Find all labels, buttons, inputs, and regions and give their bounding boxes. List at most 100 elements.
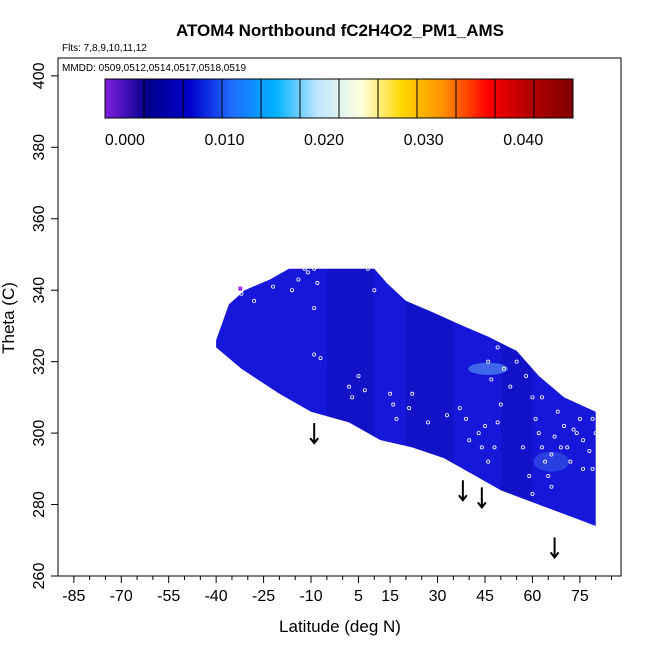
sample-point: [495, 345, 500, 350]
x-tick-label: 45: [476, 588, 494, 605]
sample-point: [501, 366, 506, 371]
sample-point: [426, 420, 431, 425]
sample-point: [362, 388, 367, 393]
sample-point: [312, 306, 317, 311]
sample-point: [514, 359, 519, 364]
colorbar-tick-label: 0.040: [503, 132, 543, 149]
x-tick-label: -70: [110, 588, 133, 605]
sample-point: [394, 416, 399, 421]
x-axis: -85 -70 -55 -40 -25 -10 5 15 30 45 60 75: [62, 576, 613, 605]
below-range-arrowhead: [309, 437, 319, 445]
below-range-arrowhead: [477, 501, 487, 510]
x-tick-label: -85: [62, 588, 85, 605]
sample-point: [527, 473, 532, 478]
sample-point: [290, 288, 295, 293]
colorbar-tick-label: 0.000: [105, 132, 145, 149]
y-tick-label: 260: [31, 563, 48, 590]
sample-point: [552, 434, 557, 439]
sample-point: [391, 402, 396, 407]
y-tick-label: 400: [31, 62, 48, 89]
sample-point: [476, 431, 481, 436]
below-range-arrows: [309, 423, 560, 560]
sample-point: [596, 459, 601, 464]
sample-point: [520, 445, 525, 450]
sample-point: [539, 395, 544, 400]
colorbar: 0.000 0.010 0.020 0.030 0.040: [104, 78, 574, 149]
sample-point: [571, 427, 576, 432]
plot-area: [57, 57, 622, 577]
x-axis-title: Latitude (deg N): [279, 617, 401, 636]
sample-point: [574, 431, 579, 436]
sample-point: [356, 373, 361, 378]
sample-point: [296, 277, 301, 282]
sample-point: [388, 391, 393, 396]
sample-point: [558, 445, 563, 450]
sample-point: [568, 459, 573, 464]
sample-point: [482, 423, 487, 428]
x-tick-label: -40: [205, 588, 228, 605]
y-axis-title: Theta (C): [0, 282, 18, 354]
dates-note: MMDD: 0509,0512,0514,0517,0518,0519: [62, 63, 246, 74]
sample-point: [590, 416, 595, 421]
sample-point: [546, 473, 551, 478]
sample-point: [271, 284, 276, 289]
sample-point: [549, 484, 554, 489]
x-tick-label: 60: [524, 588, 542, 605]
sample-point: [498, 402, 503, 407]
x-tick-label: -55: [157, 588, 180, 605]
y-tick-label: 340: [31, 277, 48, 304]
sample-point: [312, 352, 317, 357]
sample-point: [346, 384, 351, 389]
sample-point: [365, 266, 370, 271]
y-tick-label: 320: [31, 348, 48, 375]
x-tick-label: 5: [354, 588, 363, 605]
colorbar-tick-label: 0.020: [304, 132, 344, 149]
sample-point: [410, 391, 415, 396]
sample-point: [486, 359, 491, 364]
sample-point: [479, 445, 484, 450]
sample-point: [252, 298, 257, 303]
y-tick-label: 300: [31, 420, 48, 447]
colorbar-tick-label: 0.030: [404, 132, 444, 149]
x-tick-label: 30: [429, 588, 447, 605]
y-axis: 260 280 300 320 340 360 380 400: [31, 62, 58, 589]
heatmap-region: [216, 268, 596, 526]
x-tick-label: -10: [299, 588, 322, 605]
sample-point: [486, 459, 491, 464]
y-tick-label: 360: [31, 205, 48, 232]
sample-point: [543, 459, 548, 464]
sample-point: [533, 416, 538, 421]
sample-point: [495, 420, 500, 425]
sample-point: [524, 373, 529, 378]
heatmap-hotspot: [468, 362, 509, 375]
x-tick-label: -25: [252, 588, 275, 605]
x-tick-label: 15: [381, 588, 399, 605]
sample-point: [315, 281, 320, 286]
sample-point: [581, 466, 586, 471]
sample-point: [407, 406, 412, 411]
sample-points: [239, 266, 601, 496]
sample-point: [590, 466, 595, 471]
sample-point: [492, 445, 497, 450]
sample-point: [489, 377, 494, 382]
sample-point: [305, 270, 310, 275]
sample-point: [517, 345, 522, 350]
sample-point: [312, 266, 317, 271]
sample-point: [562, 423, 567, 428]
sample-point: [467, 438, 472, 443]
sample-point: [581, 438, 586, 443]
heatmap-cell: [238, 286, 243, 291]
sample-point: [593, 431, 598, 436]
y-tick-label: 280: [31, 491, 48, 518]
sample-point: [530, 395, 535, 400]
sample-point: [350, 395, 355, 400]
sample-point: [445, 413, 450, 418]
x-tick-label: 75: [571, 588, 589, 605]
sample-point: [372, 288, 377, 293]
sample-point: [530, 491, 535, 496]
below-range-arrowhead: [458, 494, 468, 502]
sample-point: [457, 406, 462, 411]
chart-title: ATOM4 Northbound fC2H4O2_PM1_AMS: [176, 21, 504, 40]
sample-point: [464, 416, 469, 421]
